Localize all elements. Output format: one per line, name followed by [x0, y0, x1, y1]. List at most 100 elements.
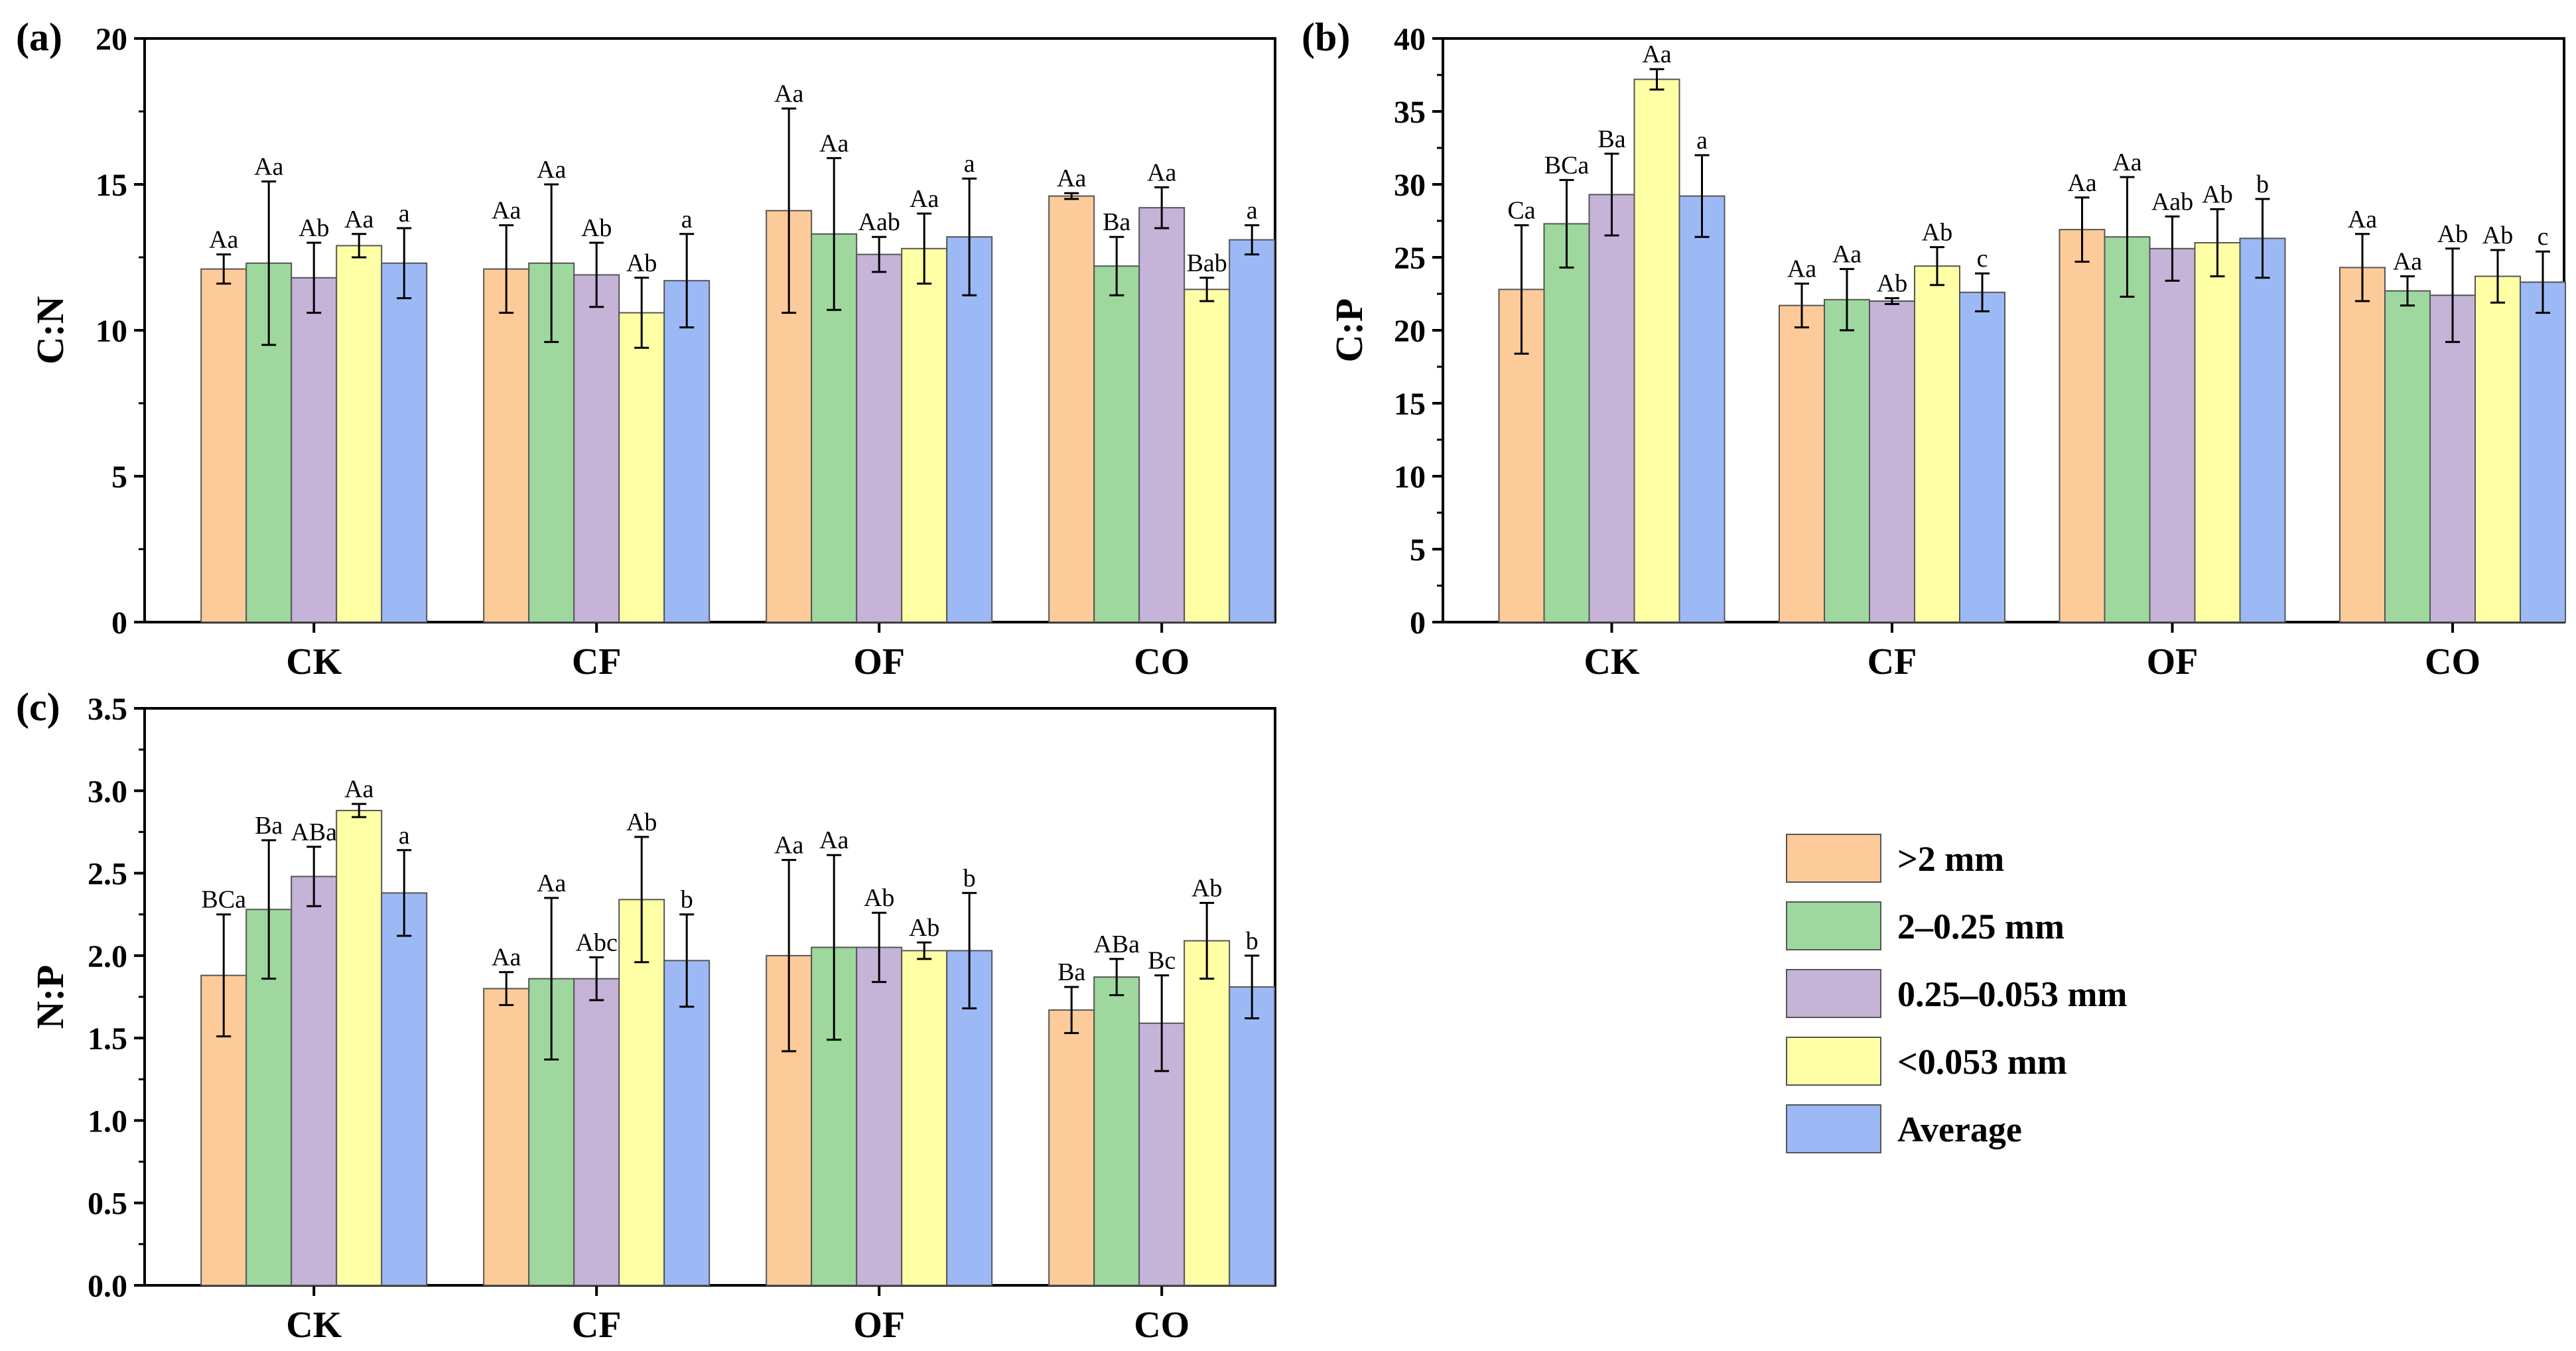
significance-label: Ab: [1922, 219, 1952, 247]
bar: [2339, 267, 2386, 623]
bar: [1678, 195, 1726, 623]
significance-label: Aa: [344, 775, 373, 803]
y-tick-label: 0: [111, 606, 127, 641]
significance-label: a: [681, 206, 693, 233]
legend-label: >2 mm: [1897, 839, 2004, 879]
x-category-label: CO: [1134, 1305, 1189, 1346]
significance-label: Aa: [344, 206, 373, 233]
y-tick-label: 0.5: [88, 1187, 127, 1222]
bar: [1184, 940, 1231, 1286]
significance-label: Aa: [2112, 149, 2141, 176]
panel-letter: (c): [16, 685, 60, 729]
significance-label: Ab: [2202, 180, 2232, 208]
bar: [2384, 290, 2431, 623]
significance-label: Aa: [1642, 40, 1671, 68]
significance-label: BCa: [1544, 151, 1590, 179]
significance-label: Ab: [1191, 874, 1222, 902]
bar: [2149, 247, 2196, 623]
bar: [1048, 195, 1095, 623]
bar: [1779, 304, 1825, 623]
y-tick-label: 5: [1410, 533, 1426, 568]
x-category-label: CK: [286, 1305, 342, 1346]
significance-label: Aa: [492, 197, 521, 225]
bar: [2239, 237, 2286, 623]
significance-label: Aa: [209, 226, 238, 254]
y-tick-label: 3.0: [88, 774, 127, 809]
chart-panel-c: 0.0 0.5 1.0 1.5 2.0 2.5 3.0 3.5 N:P (c) CK BCa Ba ABa…: [16, 685, 1276, 1346]
bar: [856, 946, 903, 1287]
y-tick-label: 0: [1410, 606, 1426, 641]
significance-label: a: [399, 822, 410, 850]
significance-label: a: [1696, 127, 1708, 155]
legend-label: 2–0.25 mm: [1897, 907, 2065, 946]
bar: [1633, 78, 1680, 623]
bar: [1229, 986, 1276, 1286]
significance-label: Aa: [1147, 159, 1176, 186]
significance-label: Aa: [537, 156, 566, 184]
significance-label: b: [963, 864, 976, 892]
legend-label: 0.25–0.053 mm: [1897, 974, 2127, 1014]
x-category-label: CK: [1584, 641, 1640, 682]
bar: [2474, 275, 2521, 623]
significance-label: Abc: [576, 929, 618, 956]
significance-label: Aa: [537, 869, 566, 897]
significance-label: c: [1977, 245, 1988, 273]
significance-label: Aa: [254, 153, 283, 181]
significance-label: Ab: [909, 914, 939, 942]
x-category-label: CF: [572, 641, 622, 682]
bar: [291, 277, 338, 623]
y-tick-label: 30: [1394, 168, 1426, 203]
bar: [663, 280, 711, 623]
significance-label: Aa: [2348, 206, 2377, 233]
bar: [2520, 281, 2566, 623]
significance-label: Ab: [864, 884, 894, 912]
significance-label: Aa: [1057, 164, 1086, 192]
significance-label: Ba: [1103, 208, 1130, 236]
legend-swatch: [1786, 1104, 1881, 1153]
significance-label: Ab: [626, 249, 657, 277]
y-axis-title: C:N: [29, 296, 72, 364]
significance-label: Ca: [1507, 197, 1535, 225]
y-tick-label: 20: [1394, 314, 1426, 349]
legend-label: <0.053 mm: [1897, 1042, 2067, 1082]
legend-swatch: [1786, 969, 1881, 1018]
bar: [1184, 289, 1231, 623]
bar: [381, 892, 428, 1286]
bar: [291, 875, 338, 1286]
significance-label: Aa: [774, 80, 803, 108]
bar: [1138, 207, 1186, 623]
y-tick-label: 10: [96, 314, 127, 349]
legend: >2 mm 2–0.25 mm 0.25–0.053 mm <0.053 mm Aver…: [1786, 834, 2127, 1153]
bar: [1914, 265, 1960, 623]
significance-label: Ba: [1057, 958, 1085, 986]
significance-label: Ba: [255, 812, 283, 840]
bar: [766, 210, 813, 623]
y-tick-label: 15: [1394, 387, 1426, 422]
y-tick-label: 40: [1394, 22, 1426, 57]
significance-label: Ab: [1877, 270, 1907, 298]
significance-label: Bab: [1187, 249, 1227, 277]
significance-label: b: [1246, 927, 1258, 955]
significance-label: Aa: [819, 826, 848, 854]
x-category-label: CK: [286, 641, 342, 682]
y-axis-title: N:P: [29, 965, 72, 1029]
bar: [663, 960, 711, 1287]
bar: [573, 274, 620, 623]
y-tick-label: 3.5: [88, 692, 127, 727]
significance-label: Aa: [1832, 241, 1862, 269]
significance-label: Aab: [858, 208, 900, 236]
y-tick-label: 10: [1394, 460, 1426, 495]
bar: [336, 245, 383, 623]
bar: [1869, 300, 1915, 623]
significance-label: Bc: [1148, 947, 1176, 975]
bar: [1824, 298, 1870, 623]
significance-label: Aa: [2393, 248, 2422, 276]
bar: [901, 950, 948, 1287]
y-tick-label: 2.0: [88, 939, 127, 974]
x-category-label: CO: [1134, 641, 1189, 682]
bar: [856, 253, 903, 623]
x-category-label: CO: [2425, 641, 2480, 682]
bar: [1588, 194, 1635, 623]
